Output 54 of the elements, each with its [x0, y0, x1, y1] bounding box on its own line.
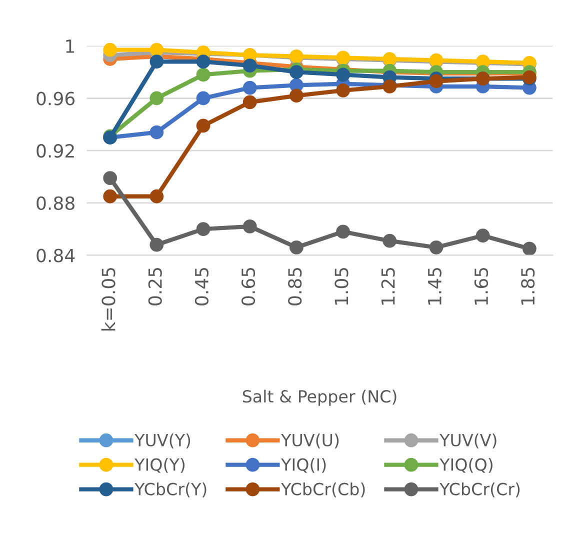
point: [290, 65, 304, 80]
point: [429, 74, 444, 88]
point: [242, 58, 257, 72]
y-tick-label: 0.84: [36, 248, 75, 262]
point: [336, 68, 350, 82]
x-tick-label: 1.05: [334, 268, 348, 305]
point: [196, 118, 210, 133]
point: [336, 224, 350, 239]
point: [196, 91, 210, 106]
point: [150, 189, 164, 204]
x-tick-label: 0.65: [241, 268, 256, 306]
point: [150, 91, 164, 106]
point: [196, 68, 210, 82]
point: [150, 42, 164, 57]
point: [242, 95, 257, 110]
legend-label: YIQ(I): [281, 458, 326, 473]
legend-label: YIQ(Q): [440, 458, 492, 473]
legend-label: YUV(U): [281, 434, 339, 448]
x-tick-label: 0.45: [194, 268, 209, 306]
x-axis-title: Salt & Pepper (NC): [242, 390, 396, 406]
point: [103, 171, 118, 186]
legend-label: YIQ(Y): [134, 458, 185, 473]
point: [150, 238, 164, 252]
legend-label: YCbCr(Cb): [281, 482, 365, 498]
point: [103, 42, 118, 57]
x-tick-label: 1.45: [428, 268, 442, 305]
legend-label: YCbCr(Y): [134, 482, 206, 498]
legend-label: YUV(V): [440, 434, 496, 448]
y-tick-label: 1: [66, 40, 74, 53]
x-tick-label: k=0.05: [101, 268, 116, 331]
legend-label: YCbCr(Cr): [440, 482, 520, 498]
legend-label: YUV(Y): [134, 434, 190, 448]
x-tick-label: 1.25: [381, 268, 395, 305]
point: [196, 54, 210, 69]
point: [150, 125, 164, 140]
y-tick-label: 0.96: [36, 92, 75, 106]
point: [429, 240, 444, 254]
point: [522, 242, 536, 256]
point: [336, 83, 350, 98]
point: [382, 234, 397, 248]
point: [103, 189, 118, 204]
point: [476, 228, 490, 243]
x-tick-label: 0.85: [288, 268, 302, 306]
point: [242, 220, 257, 234]
y-tick-label: 0.92: [36, 144, 74, 158]
point: [290, 240, 304, 254]
x-tick-label: 1.65: [474, 268, 488, 305]
x-tick-label: 0.25: [148, 268, 162, 306]
point: [242, 80, 257, 95]
y-tick-label: 0.88: [36, 196, 74, 210]
point: [290, 88, 304, 103]
x-tick-label: 1.85: [521, 268, 535, 305]
point: [196, 222, 210, 236]
point: [150, 54, 164, 69]
